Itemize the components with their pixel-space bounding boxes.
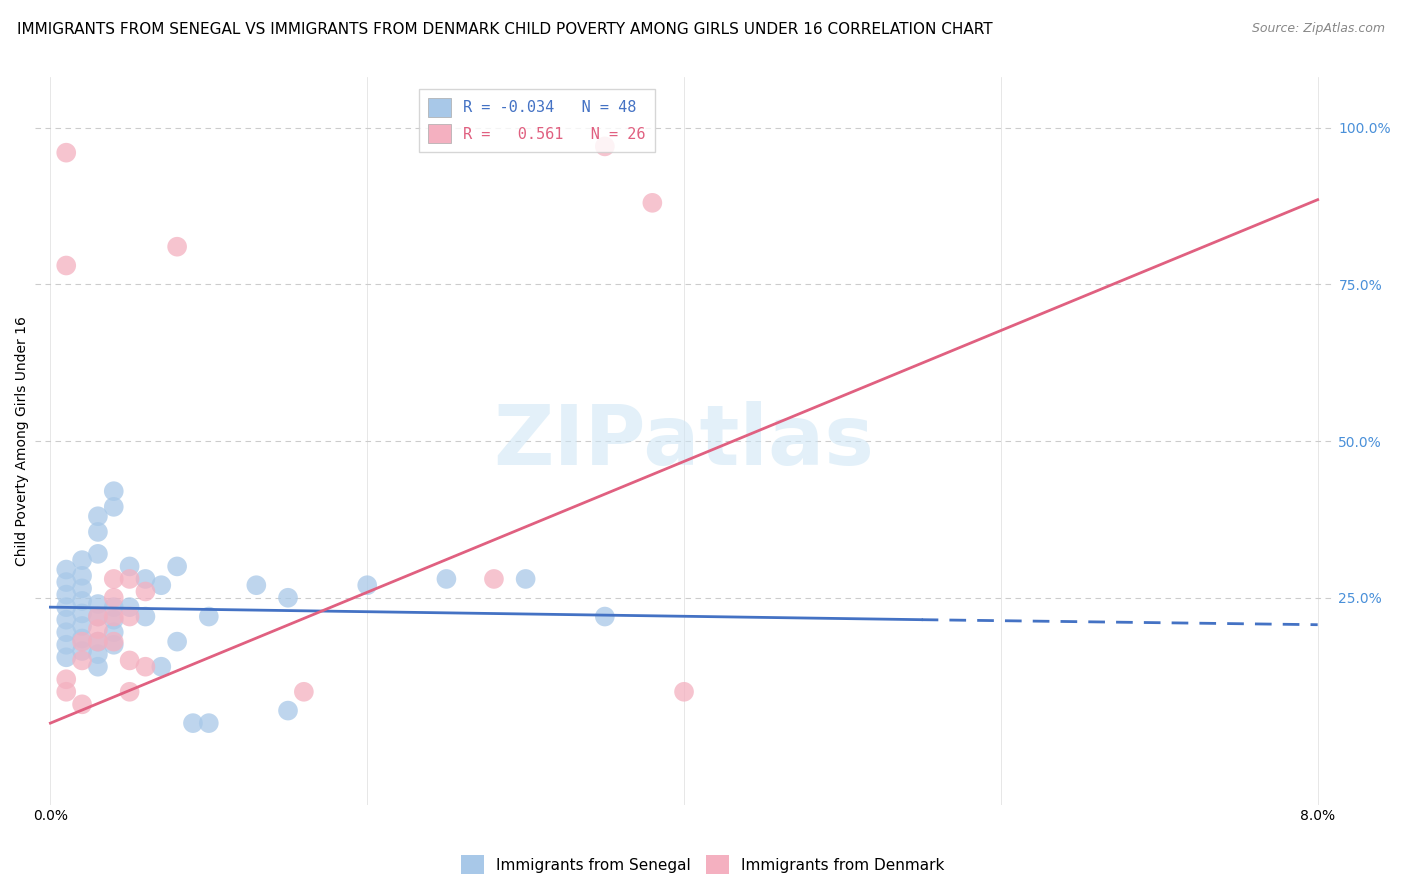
Point — [70, 607, 93, 621]
Text: IMMIGRANTS FROM SENEGAL VS IMMIGRANTS FROM DENMARK CHILD POVERTY AMONG GIRLS UND: IMMIGRANTS FROM SENEGAL VS IMMIGRANTS FR… — [17, 22, 993, 37]
Point — [198, 716, 221, 731]
Legend: Immigrants from Senegal, Immigrants from Denmark: Immigrants from Senegal, Immigrants from… — [456, 849, 950, 880]
Point — [292, 685, 315, 699]
Point — [70, 698, 93, 712]
Point — [70, 594, 93, 608]
Point — [103, 591, 125, 605]
Point — [55, 259, 77, 273]
Point — [103, 625, 125, 640]
Point — [70, 653, 93, 667]
Point — [103, 500, 125, 514]
Point — [87, 609, 110, 624]
Point — [134, 609, 156, 624]
Point — [87, 659, 110, 673]
Point — [118, 559, 141, 574]
Point — [593, 139, 616, 153]
Point — [103, 600, 125, 615]
Text: Source: ZipAtlas.com: Source: ZipAtlas.com — [1251, 22, 1385, 36]
Point — [150, 659, 173, 673]
Point — [87, 609, 110, 624]
Point — [198, 609, 221, 624]
Point — [118, 653, 141, 667]
Point — [55, 588, 77, 602]
Point — [118, 685, 141, 699]
Point — [87, 647, 110, 661]
Point — [55, 562, 77, 576]
Point — [55, 685, 77, 699]
Point — [70, 553, 93, 567]
Point — [277, 591, 299, 605]
Point — [87, 509, 110, 524]
Legend: R = -0.034   N = 48, R =   0.561   N = 26: R = -0.034 N = 48, R = 0.561 N = 26 — [419, 88, 655, 152]
Text: ZIPatlas: ZIPatlas — [494, 401, 875, 482]
Point — [134, 659, 156, 673]
Point — [118, 609, 141, 624]
Point — [436, 572, 458, 586]
Point — [55, 145, 77, 160]
Point — [103, 572, 125, 586]
Point — [673, 685, 696, 699]
Point — [70, 632, 93, 646]
Point — [134, 572, 156, 586]
Point — [134, 584, 156, 599]
Point — [166, 240, 188, 254]
Point — [181, 716, 204, 731]
Point — [87, 524, 110, 539]
Point — [70, 569, 93, 583]
Point — [55, 672, 77, 686]
Point — [356, 578, 378, 592]
Point — [87, 634, 110, 648]
Point — [641, 195, 664, 210]
Point — [166, 634, 188, 648]
Point — [87, 597, 110, 611]
Point — [103, 484, 125, 499]
Point — [87, 547, 110, 561]
Point — [55, 600, 77, 615]
Point — [55, 625, 77, 640]
Point — [55, 638, 77, 652]
Point — [55, 613, 77, 627]
Point — [87, 622, 110, 636]
Point — [277, 704, 299, 718]
Point — [70, 644, 93, 658]
Point — [103, 638, 125, 652]
Point — [118, 600, 141, 615]
Point — [103, 613, 125, 627]
Point — [70, 634, 93, 648]
Point — [150, 578, 173, 592]
Point — [515, 572, 537, 586]
Point — [55, 575, 77, 590]
Point — [593, 609, 616, 624]
Point — [55, 650, 77, 665]
Y-axis label: Child Poverty Among Girls Under 16: Child Poverty Among Girls Under 16 — [15, 316, 30, 566]
Point — [166, 559, 188, 574]
Point — [245, 578, 267, 592]
Point — [103, 634, 125, 648]
Point — [87, 634, 110, 648]
Point — [70, 619, 93, 633]
Point — [482, 572, 505, 586]
Point — [118, 572, 141, 586]
Point — [70, 582, 93, 596]
Point — [103, 609, 125, 624]
